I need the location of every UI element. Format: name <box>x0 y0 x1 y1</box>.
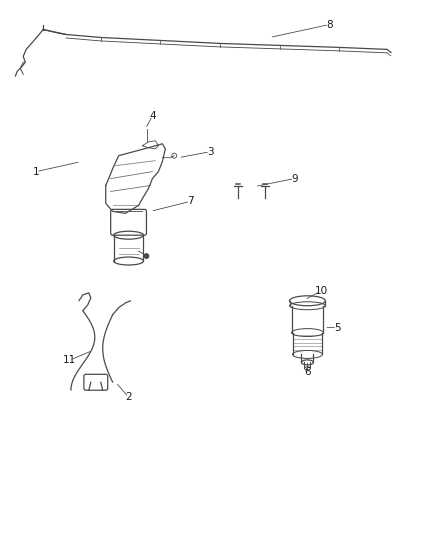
Text: 11: 11 <box>62 356 76 366</box>
Text: 7: 7 <box>187 197 194 206</box>
Text: 1: 1 <box>33 167 39 176</box>
Text: 6: 6 <box>304 367 311 377</box>
Text: 4: 4 <box>149 111 156 121</box>
Text: 8: 8 <box>326 20 332 29</box>
Text: 3: 3 <box>207 147 213 157</box>
Text: 9: 9 <box>291 174 298 183</box>
Text: 2: 2 <box>125 392 132 402</box>
Text: 5: 5 <box>334 322 341 333</box>
Circle shape <box>144 254 149 259</box>
Text: 10: 10 <box>315 286 328 296</box>
